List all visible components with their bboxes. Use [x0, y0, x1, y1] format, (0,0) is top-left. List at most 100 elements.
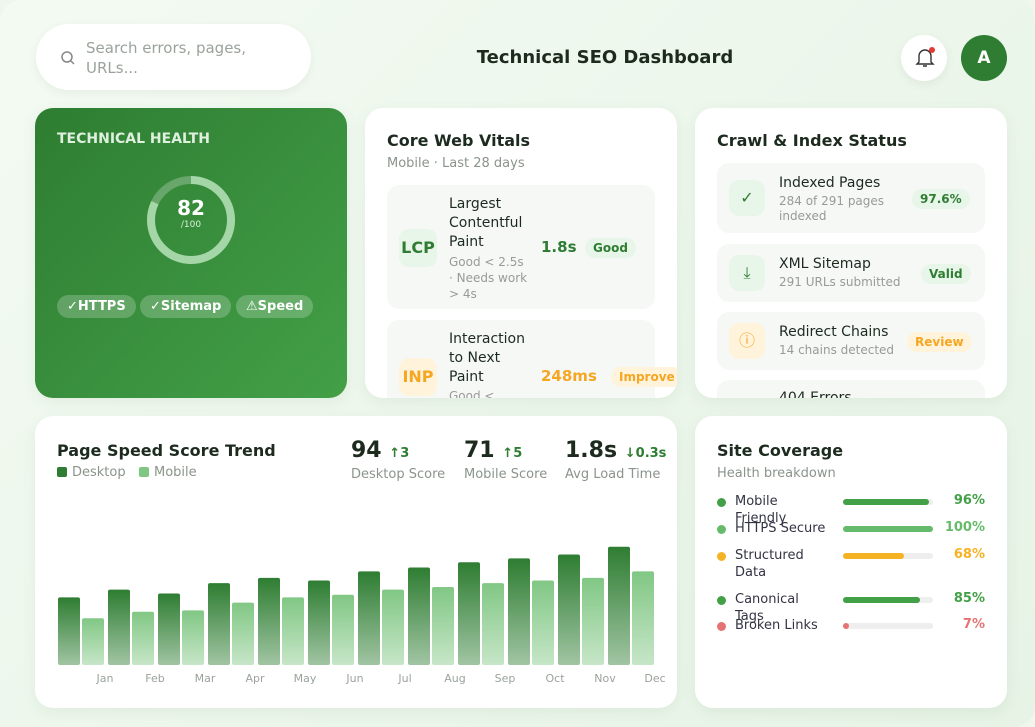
bar: [308, 580, 330, 665]
crawl-status: Review: [907, 332, 972, 352]
legend-label: Mobile: [154, 465, 197, 480]
x-tick-label: Dec: [644, 672, 665, 685]
bar: [558, 554, 580, 665]
bar: [482, 583, 504, 665]
notification-button[interactable]: [901, 35, 947, 81]
vital-abbr: INP: [399, 358, 437, 396]
x-tick-label: Sep: [495, 672, 516, 685]
card-subtitle: Mobile · Last 28 days: [387, 156, 525, 171]
bar: [608, 546, 630, 665]
coverage-name: Broken Links: [735, 618, 818, 633]
x-tick-label: Feb: [145, 672, 164, 685]
legend-swatch: [139, 467, 149, 477]
x-tick-label: Nov: [594, 672, 616, 685]
bar: [182, 610, 204, 665]
gauge: [147, 176, 235, 264]
x-tick-label: Jan: [96, 672, 114, 685]
x-tick-label: Apr: [245, 672, 265, 685]
crawl-status: 97.6%: [912, 189, 970, 209]
bar: [532, 580, 554, 665]
bar-track: [843, 623, 933, 629]
x-tick-label: Jul: [397, 672, 411, 685]
vital-status: Good: [585, 238, 636, 258]
vital-status: Improve: [611, 367, 677, 387]
coverage-value: 96%: [953, 493, 985, 508]
bar: [382, 589, 404, 665]
search-placeholder: Search errors, pages, URLs...: [86, 39, 247, 77]
coverage-value: 68%: [953, 547, 985, 562]
search-icon: [61, 51, 75, 65]
check-icon: ✓: [729, 180, 765, 216]
vital-row: INP Interaction to Next Paint Good < 248…: [387, 320, 677, 398]
gauge-max: /100: [180, 220, 202, 230]
coverage-name: HTTPS Secure: [735, 521, 826, 536]
bell-icon: [915, 47, 935, 67]
bar: [158, 593, 180, 665]
coverage-name: Canonical Tags: [735, 592, 799, 624]
crawl-row: 404 Errors: [717, 380, 985, 398]
avatar[interactable]: A: [961, 35, 1007, 81]
bar: [432, 587, 454, 665]
bar-fill: [843, 526, 933, 532]
bar-chart: Jan Feb Mar Apr May Jun Jul Aug Sep Oct Nov Dec: [58, 546, 666, 685]
bar-fill: [843, 597, 920, 603]
legend-label: Desktop: [72, 465, 126, 480]
bar: [458, 562, 480, 665]
crawl-desc: 14 chains detected: [779, 343, 895, 357]
crawl-row: ✓ Indexed Pages 284 of 291 pages indexed…: [717, 163, 985, 233]
bar: [258, 577, 280, 665]
stat-label: Mobile Score: [464, 467, 548, 482]
vital-name: Interaction to Next Paint: [449, 331, 525, 385]
vital-row: LCP Largest Contentful Paint Good < 2.5s…: [387, 185, 655, 309]
search-box[interactable]: Search errors, pages, URLs...: [36, 24, 311, 90]
x-tick-label: Aug: [444, 672, 465, 685]
bar-fill: [843, 623, 850, 629]
chart-title: Page Speed Score Trend: [57, 441, 276, 460]
coverage-value: 7%: [962, 617, 985, 632]
bar: [108, 589, 130, 665]
bar-fill: [843, 553, 905, 559]
status-dot: [717, 596, 726, 605]
bar: [232, 602, 254, 665]
bar-fill: [843, 499, 930, 505]
stat-value: 71 ↑5: [464, 438, 523, 463]
x-tick-label: Mar: [195, 672, 216, 685]
coverage-card: Site Coverage Health breakdown Mobile Fr…: [695, 416, 1007, 708]
crawl-name: XML Sitemap: [779, 256, 871, 272]
crawl-name: Indexed Pages: [779, 175, 881, 191]
vitals-card: Core Web Vitals Mobile · Last 28 days LC…: [365, 108, 677, 398]
coverage-name: Structured Data: [735, 548, 804, 580]
card-title: Site Coverage: [717, 441, 844, 460]
gauge-arc: [147, 176, 235, 264]
crawl-desc: 284 of 291 pages indexed: [779, 194, 885, 223]
page-title: Technical SEO Dashboard: [476, 47, 734, 68]
card-title: Core Web Vitals: [387, 131, 531, 150]
health-title: TECHNICAL HEALTH: [57, 131, 210, 147]
trend-card: Page Speed Score Trend Desktop Mobile 94…: [35, 416, 677, 708]
gauge-value: 82: [177, 196, 205, 220]
crawl-name: Redirect Chains: [779, 324, 889, 340]
crawl-row: ⤓ XML Sitemap 291 URLs submitted Valid: [717, 244, 985, 302]
coverage-value: 100%: [944, 520, 985, 535]
bar: [408, 567, 430, 665]
stat-label: Desktop Score: [351, 467, 446, 482]
crawl-name: 404 Errors: [779, 390, 852, 398]
bar: [208, 583, 230, 665]
bar: [332, 594, 354, 665]
card-title: Crawl & Index Status: [717, 131, 907, 150]
bar: [58, 597, 80, 665]
vital-desc: Good < 2.5s · Needs work > 4s: [449, 255, 528, 301]
crawl-status: Valid: [921, 264, 971, 284]
status-dot: [717, 525, 726, 534]
vital-value: 1.8s: [541, 238, 577, 256]
x-tick-label: Jun: [345, 672, 363, 685]
stat-value: 1.8s ↓0.3s: [565, 438, 667, 463]
vital-name: Largest Contentful Paint: [449, 196, 523, 250]
bar: [82, 618, 104, 665]
badge: ✓HTTPS: [57, 295, 136, 318]
status-dot: [717, 552, 726, 561]
bar: [132, 611, 154, 665]
stat-label: Avg Load Time: [565, 467, 661, 482]
status-dot: [717, 622, 726, 631]
